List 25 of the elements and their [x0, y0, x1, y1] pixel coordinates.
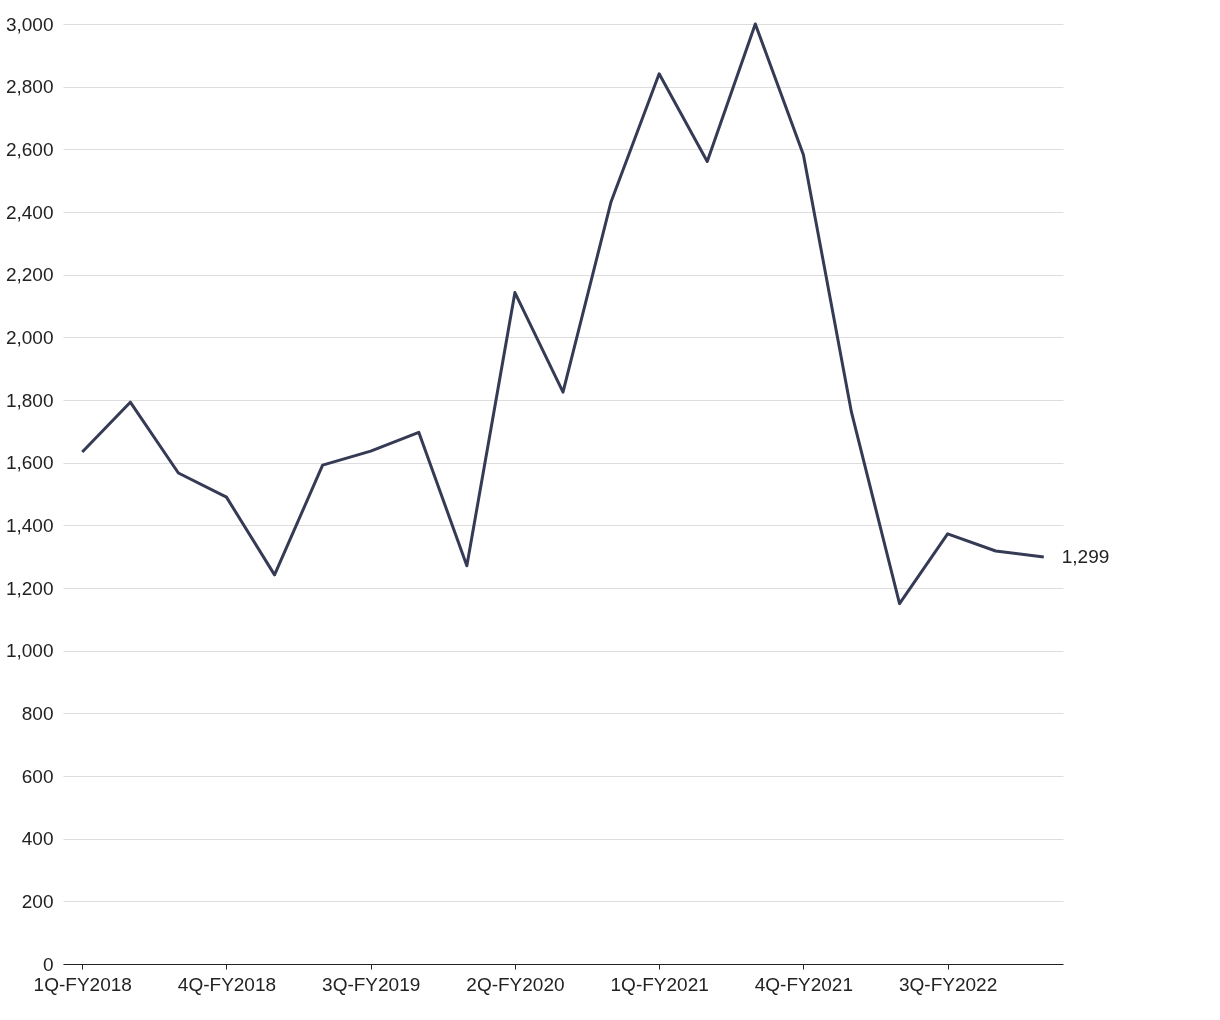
y-tick-label: 200 — [21, 890, 54, 912]
y-tick-label: 0 — [42, 953, 54, 975]
x-tick-label: 4Q-FY2021 — [754, 973, 853, 995]
x-tick-label: 1Q-FY2021 — [610, 973, 709, 995]
x-tick-label: 1Q-FY2018 — [33, 973, 132, 995]
annotation: 1,299 — [1061, 545, 1110, 567]
x-tick-label: 2Q-FY2020 — [466, 973, 565, 995]
y-tick-label: 1,200 — [5, 577, 54, 599]
y-tick-label: 1,600 — [5, 452, 54, 474]
y-tick-label: 2,800 — [5, 76, 54, 98]
y-tick-label: 2,400 — [5, 201, 54, 223]
x-tick-label: 3Q-FY2022 — [899, 973, 998, 995]
y-tick-label: 1,000 — [5, 640, 54, 662]
y-tick-label: 600 — [21, 765, 54, 787]
x-tick-label: 3Q-FY2019 — [322, 973, 421, 995]
y-tick-label: 2,600 — [5, 138, 54, 160]
y-tick-label: 2,200 — [5, 264, 54, 286]
y-tick-label: 3,000 — [5, 13, 54, 35]
y-tick-label: 400 — [21, 828, 54, 850]
y-tick-label: 1,400 — [5, 514, 54, 536]
x-tick-label: 4Q-FY2018 — [177, 973, 277, 995]
line-series — [80, 22, 1046, 606]
y-tick-label: 2,000 — [5, 326, 54, 348]
y-tick-label: 800 — [21, 702, 54, 724]
y-tick-label: 1,800 — [5, 389, 54, 411]
